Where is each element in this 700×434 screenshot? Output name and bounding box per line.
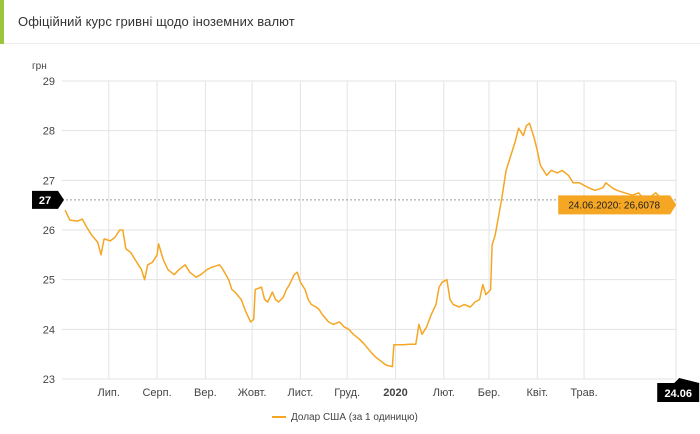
y-tick-label: 27 xyxy=(43,175,55,187)
x-tick-label: Жовт. xyxy=(238,387,267,399)
chart-grid xyxy=(62,80,677,380)
y-axis: 23 24 25 26 27 28 29 xyxy=(43,76,55,386)
x-tick-label: Серп. xyxy=(142,387,171,399)
y-tick-label: 26 xyxy=(43,225,55,237)
y-tick-label: 24 xyxy=(43,324,55,336)
x-axis: Лип. Серп. Вер. Жовт. Лист. Груд. 2020 Лют. Бер.… xyxy=(98,387,598,399)
header-accent-bar xyxy=(0,0,4,44)
x-tick-label: Лист. xyxy=(288,387,314,399)
x-tick-label: 2020 xyxy=(383,387,407,399)
x-tick-label: Вер. xyxy=(194,387,217,399)
page-header: Офіційний курс гривні щодо іноземних вал… xyxy=(0,0,700,44)
crosshair-x-marker: 24.06 xyxy=(657,378,700,402)
series-line-usd[interactable] xyxy=(64,122,669,368)
y-tick-label: 29 xyxy=(43,76,55,88)
tooltip-text: 24.06.2020: 26,6078 xyxy=(568,200,660,211)
x-tick-label: Лип. xyxy=(98,387,120,399)
crosshair-y-marker: 27 xyxy=(32,190,64,209)
chart-legend[interactable]: Долар США (за 1 одиницю) xyxy=(272,412,418,423)
y-axis-unit-label: грн xyxy=(32,61,47,72)
crosshair-x-label: 24.06 xyxy=(664,388,692,400)
x-tick-label: Трав. xyxy=(570,387,597,399)
page-title: Офіційний курс гривні щодо іноземних вал… xyxy=(18,14,295,29)
y-tick-label: 23 xyxy=(43,374,55,386)
y-tick-label: 25 xyxy=(43,275,55,287)
data-tooltip: 24.06.2020: 26,6078 xyxy=(558,195,677,215)
chart-svg[interactable]: 23 24 25 26 27 28 29 грн Лип. Серп. Вер. Жовт. Лис… xyxy=(0,44,700,434)
x-tick-label: Квіт. xyxy=(527,387,549,399)
crosshair-y-label: 27 xyxy=(39,195,51,207)
x-tick-label: Бер. xyxy=(478,387,501,399)
y-tick-label: 28 xyxy=(43,126,55,138)
x-tick-label: Груд. xyxy=(334,387,360,399)
x-tick-label: Лют. xyxy=(433,387,455,399)
exchange-rate-chart[interactable]: 23 24 25 26 27 28 29 грн Лип. Серп. Вер. Жовт. Лис… xyxy=(0,44,700,434)
legend-label-usd[interactable]: Долар США (за 1 одиницю) xyxy=(291,412,418,423)
